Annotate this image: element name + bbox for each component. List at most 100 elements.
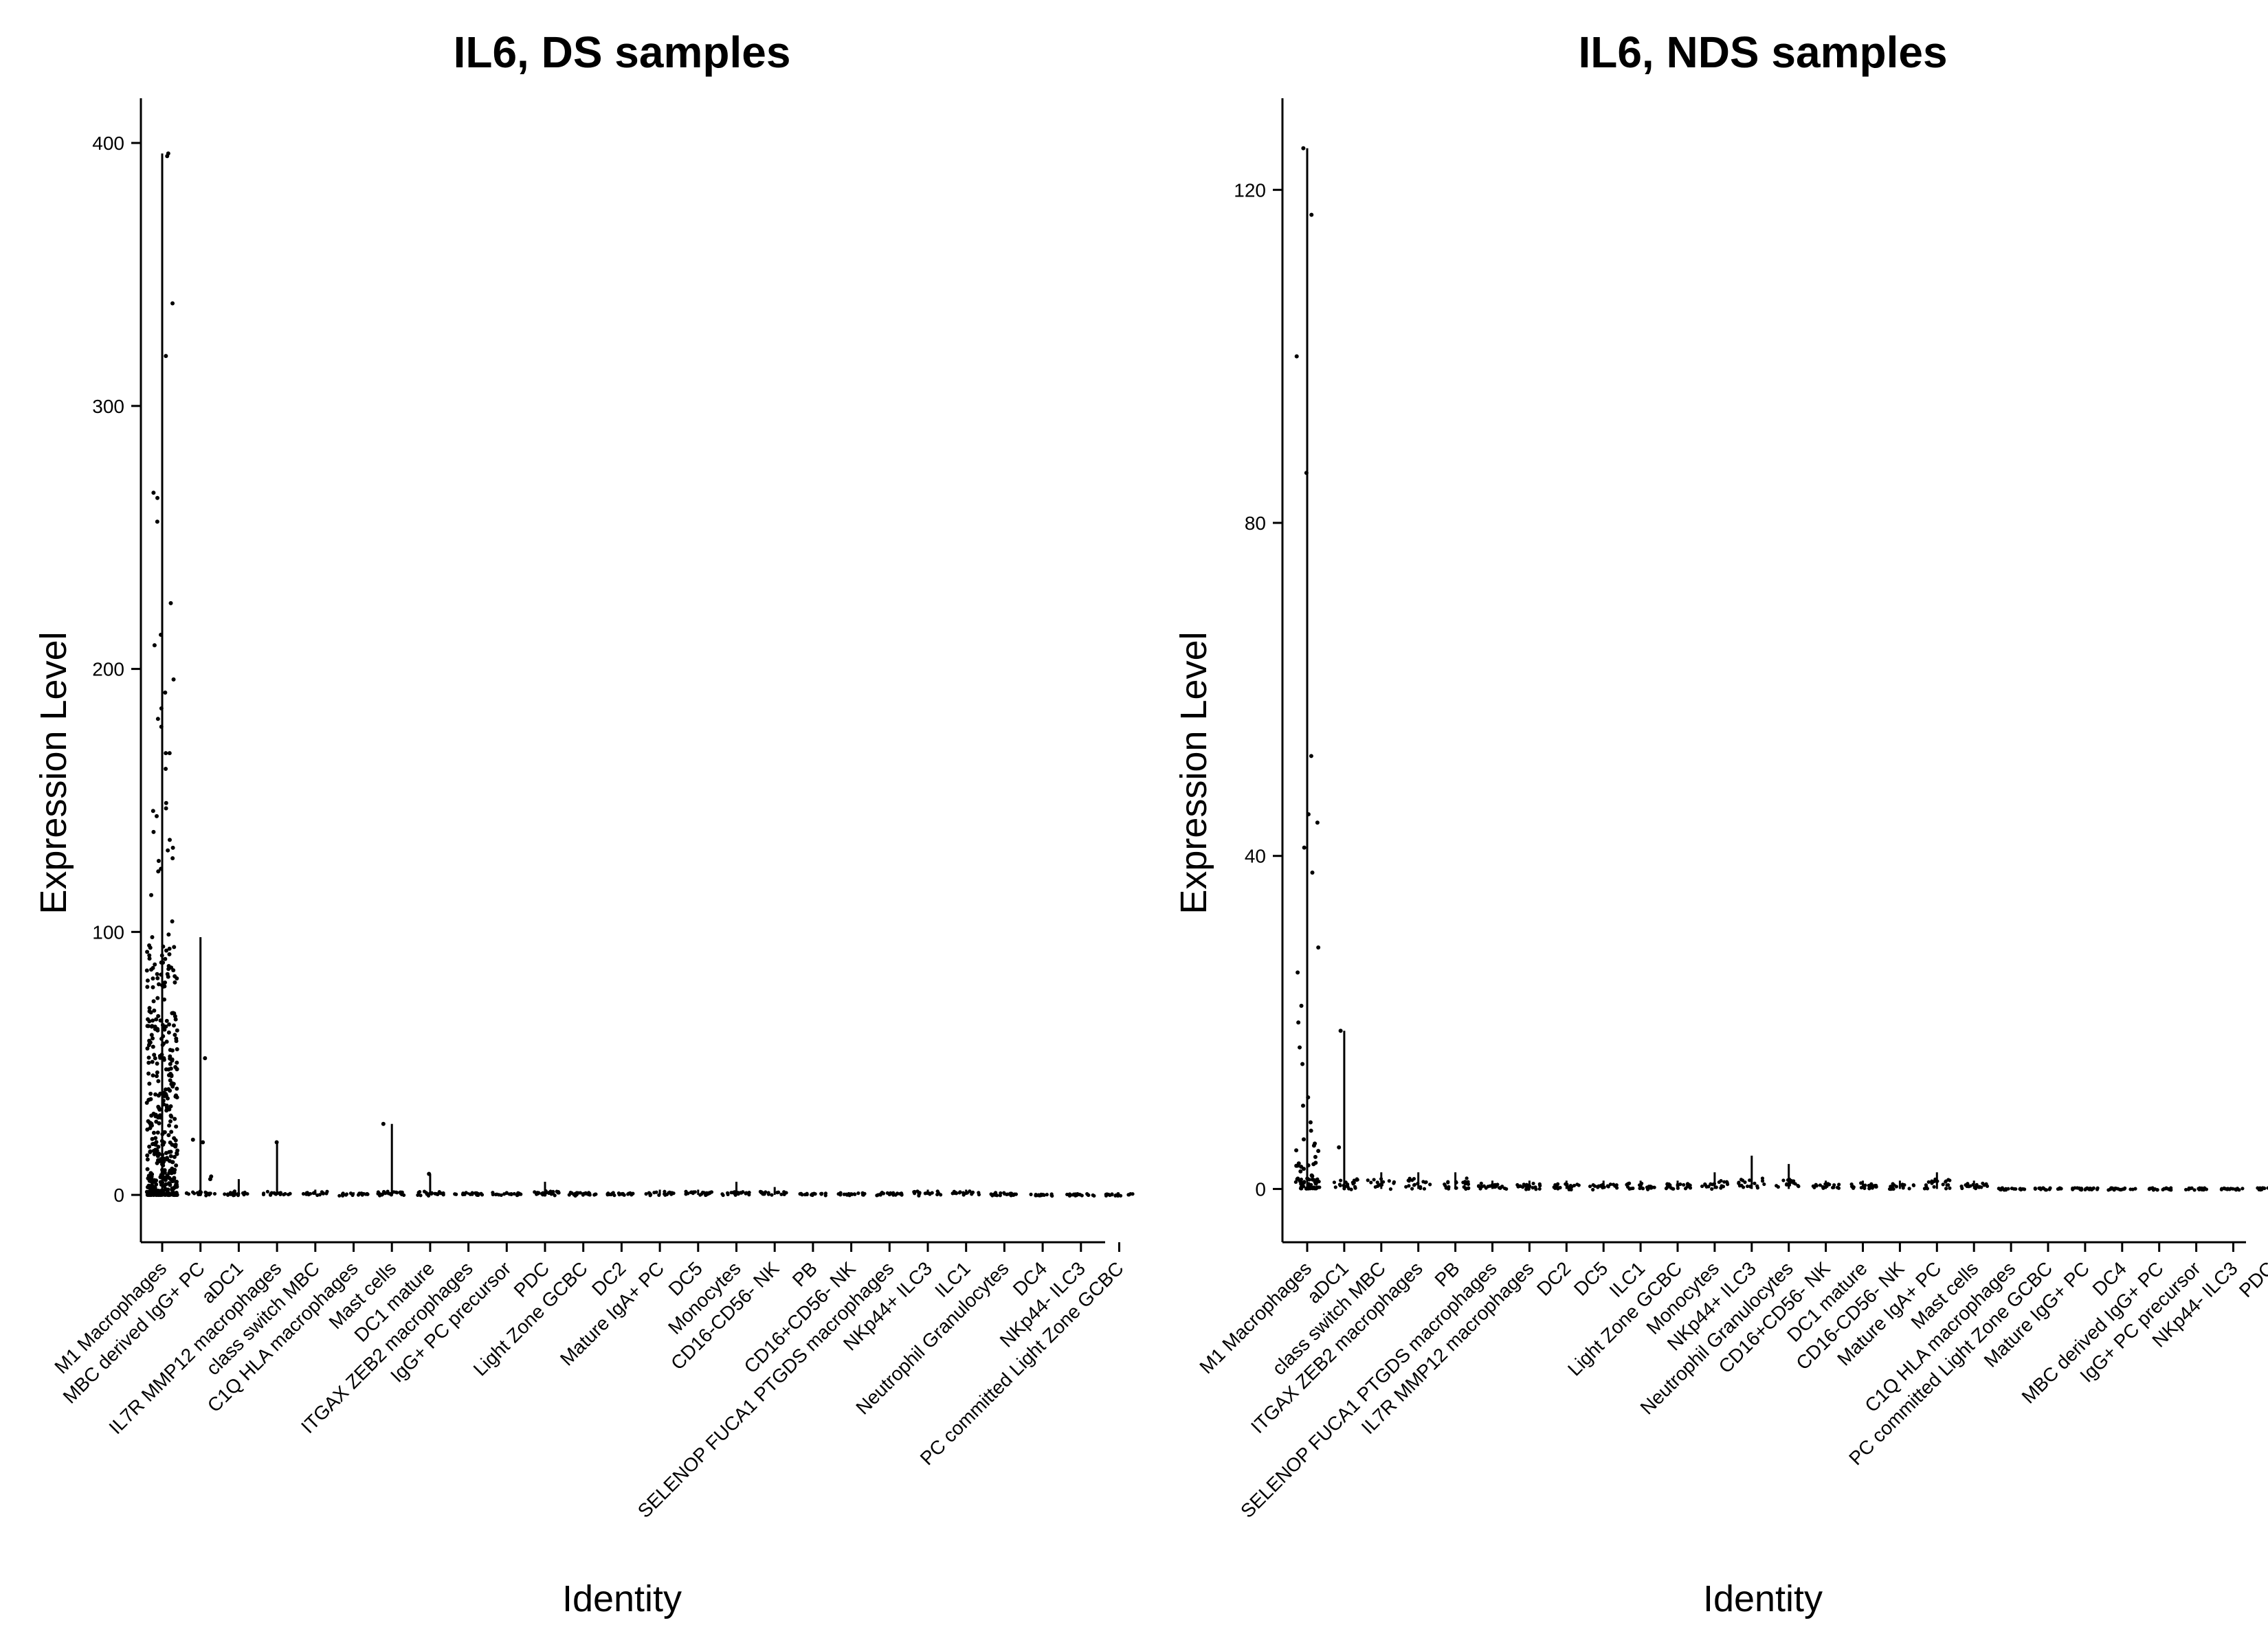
data-point (1476, 1184, 1481, 1189)
data-point (165, 1096, 170, 1101)
data-point (308, 1191, 313, 1196)
data-point (1342, 1187, 1346, 1191)
data-point (381, 1121, 386, 1126)
data-point (168, 1154, 173, 1158)
data-point (144, 968, 149, 973)
data-point (148, 1125, 153, 1130)
data-point (145, 985, 150, 989)
data-point (1005, 1192, 1010, 1196)
data-point (1484, 1186, 1488, 1190)
data-point (348, 1191, 353, 1196)
data-point (2266, 1186, 2268, 1190)
data-point (2183, 1187, 2188, 1192)
data-point (151, 809, 155, 814)
data-point (1790, 1179, 1794, 1184)
data-point (766, 1191, 770, 1195)
data-point (1369, 1180, 1373, 1185)
data-point (304, 1192, 309, 1196)
data-point (155, 972, 159, 976)
data-point (1299, 1003, 1304, 1008)
data-point (165, 972, 170, 976)
data-point (168, 1088, 173, 1093)
data-point (168, 1140, 173, 1145)
data-point (1306, 812, 1311, 817)
data-point (154, 1119, 159, 1124)
data-point (159, 1162, 164, 1167)
data-point (166, 1133, 171, 1138)
data-point (1116, 1193, 1120, 1198)
data-point (860, 1193, 865, 1197)
data-point (1381, 1180, 1386, 1184)
data-point (147, 1191, 152, 1196)
data-point (1722, 1180, 1726, 1184)
data-point (1315, 1179, 1320, 1184)
data-point (1641, 1187, 1645, 1191)
data-point (2033, 1187, 2037, 1191)
data-point (170, 1081, 175, 1086)
data-point (1982, 1183, 1986, 1187)
data-point (657, 1193, 661, 1198)
data-point (1454, 1186, 1458, 1190)
data-point (1300, 1062, 1305, 1066)
data-point (1818, 1183, 1823, 1187)
data-point (1338, 1183, 1342, 1188)
data-point (168, 1119, 173, 1123)
data-point (170, 1160, 175, 1165)
data-point (928, 1192, 932, 1196)
data-point (2148, 1187, 2152, 1191)
data-point (616, 1191, 621, 1196)
data-point (1466, 1182, 1471, 1187)
data-point (1333, 1185, 1337, 1189)
data-point (782, 1192, 786, 1197)
data-point (1309, 754, 1313, 759)
data-point (1419, 1186, 1423, 1191)
chart-title: IL6, NDS samples (1578, 27, 1947, 77)
data-point (175, 1152, 179, 1156)
data-point (151, 1112, 156, 1117)
data-point (1003, 1191, 1007, 1196)
data-point (261, 1191, 266, 1196)
data-point (169, 1171, 174, 1176)
data-point (165, 154, 170, 159)
data-point (161, 984, 166, 989)
data-point (1745, 1184, 1750, 1189)
data-point (156, 1079, 161, 1084)
data-point (174, 1163, 179, 1168)
data-point (160, 1156, 165, 1160)
data-point (2109, 1186, 2113, 1191)
data-point (162, 997, 167, 1002)
data-point (151, 965, 155, 970)
data-point (152, 643, 157, 648)
data-point (148, 945, 153, 950)
data-point (2037, 1186, 2041, 1191)
data-point (147, 956, 152, 961)
data-point (1555, 1186, 1560, 1190)
data-point (1034, 1193, 1038, 1198)
data-point (147, 1081, 152, 1086)
data-point (1355, 1177, 1359, 1181)
data-point (441, 1191, 445, 1196)
data-point (1524, 1187, 1528, 1191)
data-point (1930, 1181, 1934, 1185)
data-point (287, 1192, 291, 1197)
data-point (1753, 1181, 1757, 1185)
data-point (1786, 1178, 1790, 1182)
data-point (896, 1191, 900, 1196)
data-point (149, 1033, 154, 1037)
data-point (2012, 1187, 2016, 1191)
data-point (1311, 1162, 1316, 1167)
data-point (164, 1087, 168, 1092)
data-point (544, 1191, 548, 1195)
data-point (378, 1192, 382, 1196)
data-point (232, 1189, 236, 1193)
data-point (151, 1044, 155, 1049)
data-point (1309, 1128, 1313, 1133)
data-point (160, 1180, 165, 1185)
data-point (1932, 1185, 1936, 1189)
data-point (150, 1182, 155, 1187)
data-point (164, 1182, 168, 1187)
data-point (401, 1193, 406, 1198)
data-point (1741, 1185, 1746, 1189)
data-point (155, 717, 160, 721)
data-point (164, 1188, 169, 1193)
